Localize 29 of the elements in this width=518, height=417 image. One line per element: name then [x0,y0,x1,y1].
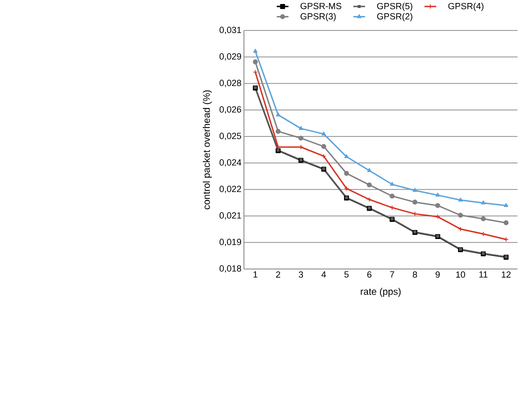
x-tick-label: 9 [436,272,440,278]
legend-label: GPSR(3) [300,13,336,22]
x-axis-title: rate (pps) [360,288,401,298]
legend-label: GPSR(2) [377,13,412,22]
y-tick-label: 0,018 [220,265,242,273]
x-tick-label: 3 [298,272,304,278]
legend-label: GPSR-MS [300,3,342,10]
y-tick-label: 0,031 [220,26,242,34]
y-tick-label: 0,029 [220,53,242,61]
y-tick-label: 0,026 [220,106,242,114]
x-tick-label: 10 [456,272,466,278]
y-tick-label: 0,022 [220,186,242,194]
x-tick-label: 1 [254,272,258,278]
y-tick-label: 0,019 [220,238,242,246]
x-tick-label: 4 [321,272,326,278]
y-tick-label: 0,021 [220,212,242,220]
legend-label: GPSR(5) [377,2,412,12]
y-axis-title: control packet overhead (%) [202,90,212,210]
x-tick-label: 2 [276,272,280,278]
y-tick-label: 0,028 [220,80,242,88]
x-tick-label: 12 [502,272,511,278]
x-tick-label: 11 [479,272,488,278]
y-tick-label: 0,025 [220,132,242,140]
x-tick-label: 8 [412,272,417,278]
x-tick-label: 7 [390,272,394,278]
x-tick-label: 5 [344,272,349,278]
legend-label: GPSR(4) [448,2,484,12]
x-tick-label: 6 [367,272,372,278]
y-tick-label: 0,024 [220,159,242,167]
